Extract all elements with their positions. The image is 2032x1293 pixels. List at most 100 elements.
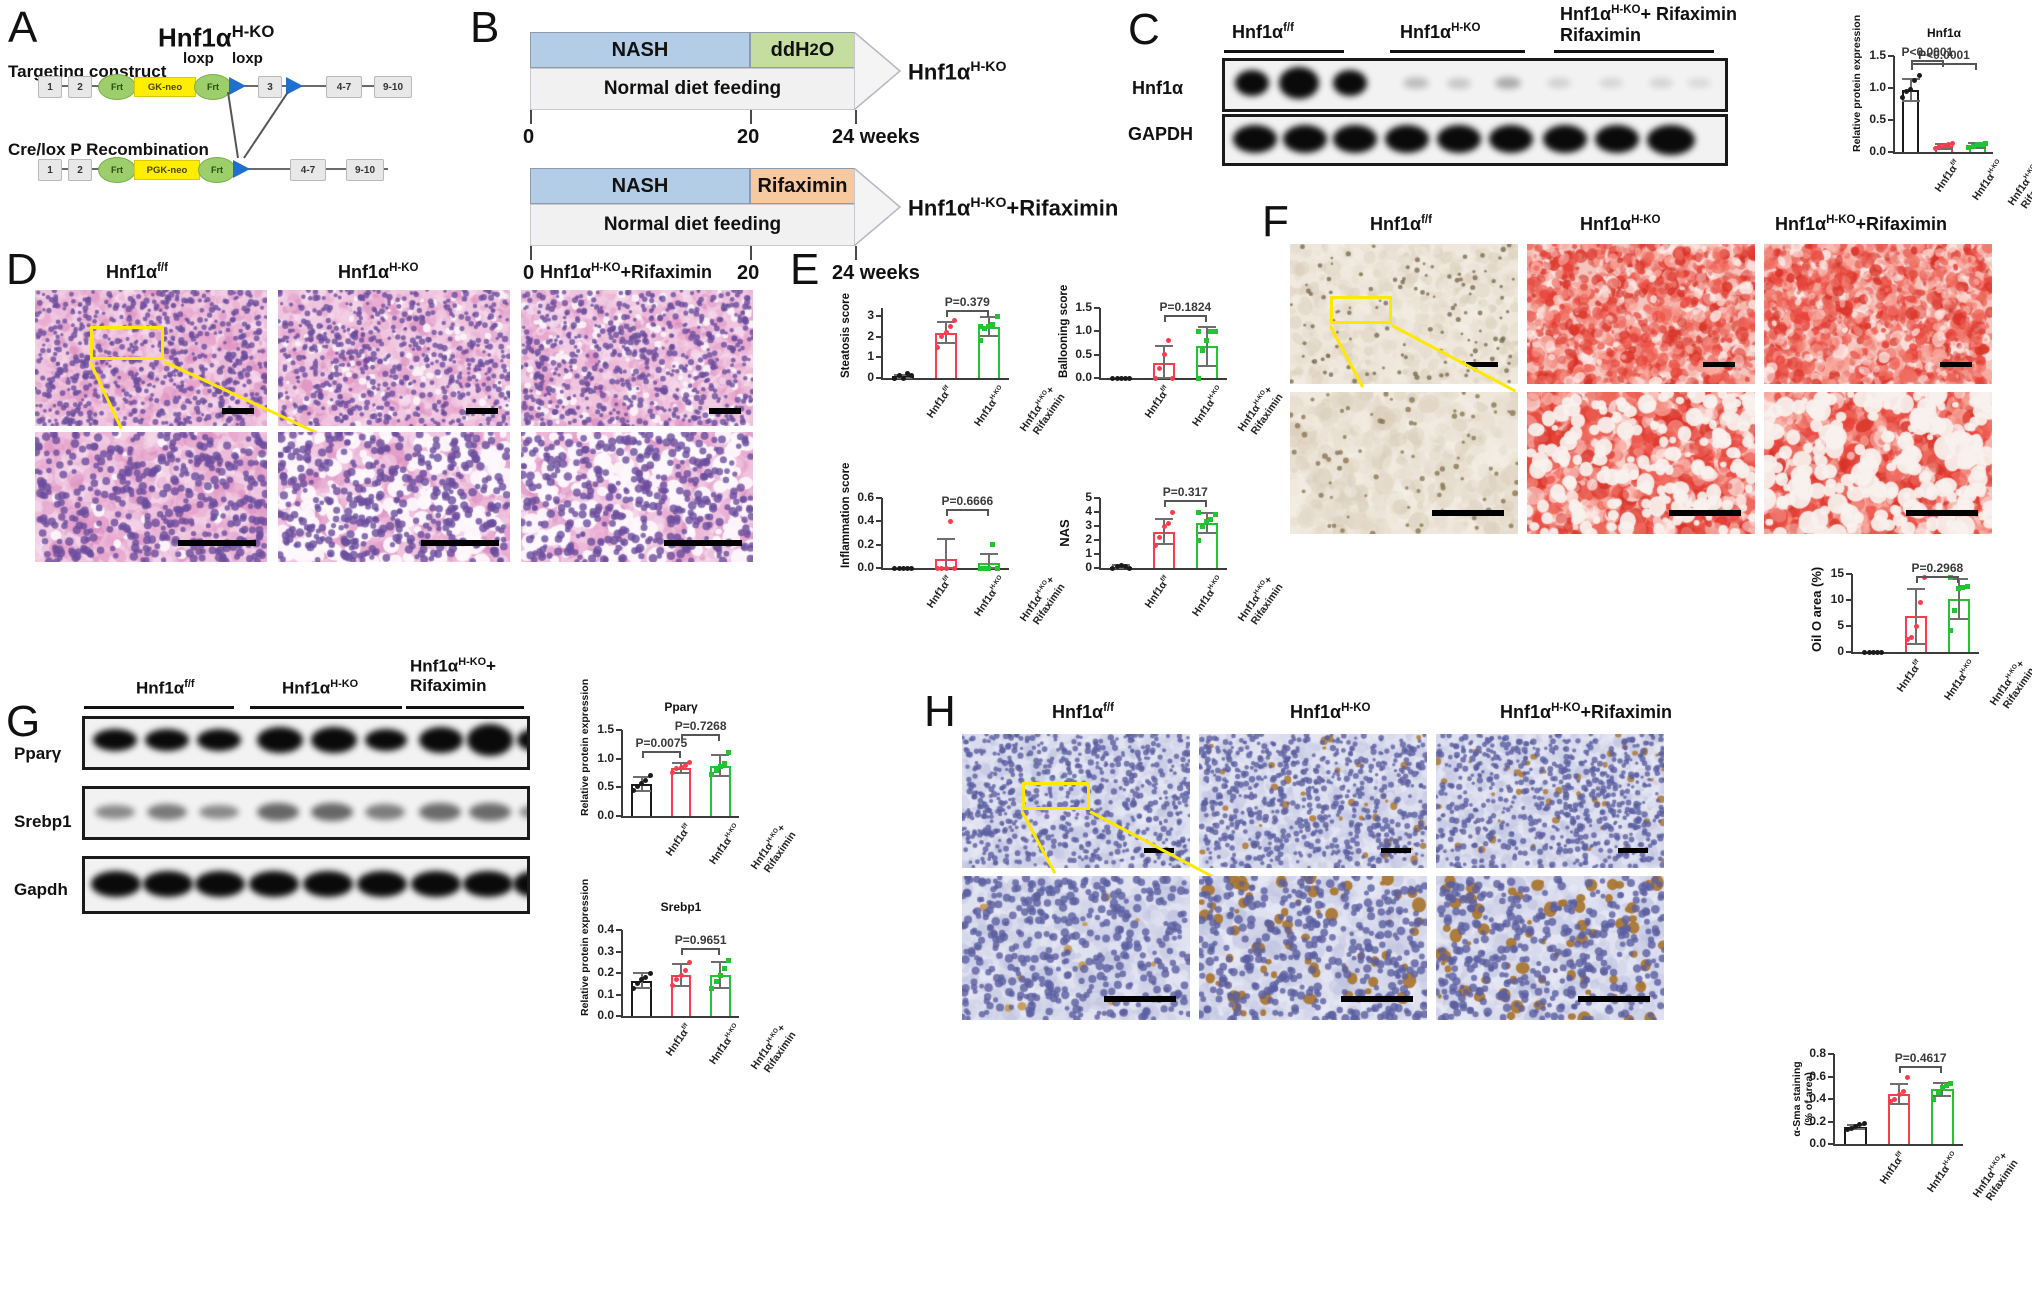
y-tick [1094,539,1100,541]
h-c1-sup: f/f [1103,702,1114,714]
y-tick-label: 0.5 [1869,112,1886,126]
panel-f-col1-label: Hnf1αf/f [1370,214,1432,235]
micrograph-he-rif-low[interactable] [521,290,753,426]
chart-ppar-gamma: Pparγ 0.0 0.5 1.0 1.5 Relative protein expres… [578,678,798,875]
y-axis-title: Relative protein expression [579,678,591,816]
data-point [686,760,692,766]
data-point [1110,375,1116,381]
p-value-label: P<0.0001 [1901,45,1954,59]
timeline1-tick-20: 20 [737,126,760,148]
y-tick [1094,567,1100,569]
error-cap [1907,587,1925,590]
panel-a-title: Hnf1αH-KO [158,22,274,54]
timeline-hko: NASH ddH 2 O Normal diet feeding 0 20 24 w… [523,32,1006,148]
data-point [1951,607,1957,613]
data-point [909,565,915,571]
panel-g-group2-label: Hnf1αH-KO [282,678,358,699]
y-tick [616,929,622,931]
data-point [1848,1125,1854,1131]
micrograph-oro-rif-low[interactable] [1764,244,1992,384]
y-axis [621,930,623,1016]
x-axis-label-2: Hnf1αH-KO+Rifaximin [1235,574,1285,627]
timeline1-base: Normal diet feeding [530,68,855,110]
data-point [977,565,983,571]
micrograph-oro-hko-low[interactable] [1527,244,1755,384]
data-point [935,344,941,350]
bar-1 [670,767,692,816]
micrograph-asma-hko-low[interactable] [1199,734,1427,868]
y-tick [1094,353,1100,356]
data-point [977,338,983,344]
exon-4-7: 4-7 [326,76,362,98]
chart-asma: 0.0 0.2 0.4 0.6 0.8 α-Sma staining (% of area)… [1790,1028,2020,1203]
y-tick-label: 0.6 [1809,1068,1826,1083]
error-cap [1933,1082,1952,1085]
data-point [1165,338,1171,344]
data-point [909,373,915,379]
error-cap [1197,532,1216,534]
error-cap [979,334,998,337]
data-point [1208,328,1214,334]
y-tick [876,543,882,546]
panel-a-construct-row1: 1 2 Frt GK-neo Frt 3 4-7 9-10 [30,72,412,100]
micrograph-asma-rif-low[interactable] [1436,734,1664,868]
blot-gapdh-g [82,856,530,914]
y-tick [1828,1098,1834,1100]
neo-cassette: GK-neo [134,77,196,97]
error-cap [632,987,651,990]
y-tick [1828,1053,1834,1055]
x-axis-label-0: Hnf1αf/f [924,574,952,611]
data-point [939,565,945,571]
data-point [1161,352,1167,358]
frt-site-right-recomb: Frt [198,157,236,183]
panel-a-construct-row2: 1 2 Frt PGK-neo Frt 4-7 9-10 [30,155,390,183]
data-point [674,766,680,772]
data-point [1956,586,1962,592]
timeline2-tick-0: 0 [523,262,535,284]
data-point [900,565,906,571]
y-axis-title: Steatosis score [840,292,852,378]
data-point [1905,636,1911,642]
y-axis-title: NAS [1057,519,1072,547]
timeline1-outcome: Hnf1αH-KO [908,58,1006,85]
data-point [1931,1096,1937,1102]
panel-g-row3-label: Gapdh [14,880,68,899]
data-point [994,313,1000,319]
blot-ppargamma [82,716,530,770]
p-value-label: P=0.0075 [635,735,688,750]
data-point [647,970,653,976]
exon-9-10-recomb: 9-10 [346,159,384,181]
y-tick [616,757,622,760]
significance-bracket [1899,1065,1943,1073]
y-tick [1094,330,1100,333]
data-point [1909,634,1915,640]
y-axis [1833,1054,1835,1144]
error-cap [1155,377,1173,379]
y-tick-label: 1.0 [1075,323,1092,338]
g-g2-sup: H-KO [330,678,359,690]
y-tick-label: 0.2 [1809,1113,1826,1128]
loxp-label-right: loxp [232,50,263,67]
timeline2-outcome-main: Hnf1α [908,195,971,221]
timeline1-tick-24: 24 weeks [832,126,920,148]
x-axis [1893,152,1993,154]
p-value-label: P=0.2968 [1911,561,1964,575]
y-tick [876,520,882,523]
data-point [670,983,676,989]
y-tick-label: 1 [1085,546,1092,560]
data-point [1945,141,1951,147]
blot-hnf1a [1222,58,1728,112]
micrograph-oro-ff-low[interactable] [1290,244,1518,384]
x-axis-label-2: Hnf1αH-KO+Rifaximin [748,822,799,875]
x-axis-label-1: Hnf1αH-KO [706,1022,739,1067]
panel-f-col2-label: Hnf1αH-KO [1580,214,1661,235]
micrograph-he-hko-low[interactable] [278,290,510,426]
panel-label-d: D [6,245,38,294]
data-point [1857,1122,1863,1128]
y-tick [616,972,622,974]
y-axis [881,308,883,378]
significance-bracket [946,509,989,517]
y-tick-label: 1.5 [1869,48,1886,62]
x-axis-label-1: Hnf1αH-KO [1189,384,1222,429]
y-tick-label: 0.6 [857,490,874,504]
